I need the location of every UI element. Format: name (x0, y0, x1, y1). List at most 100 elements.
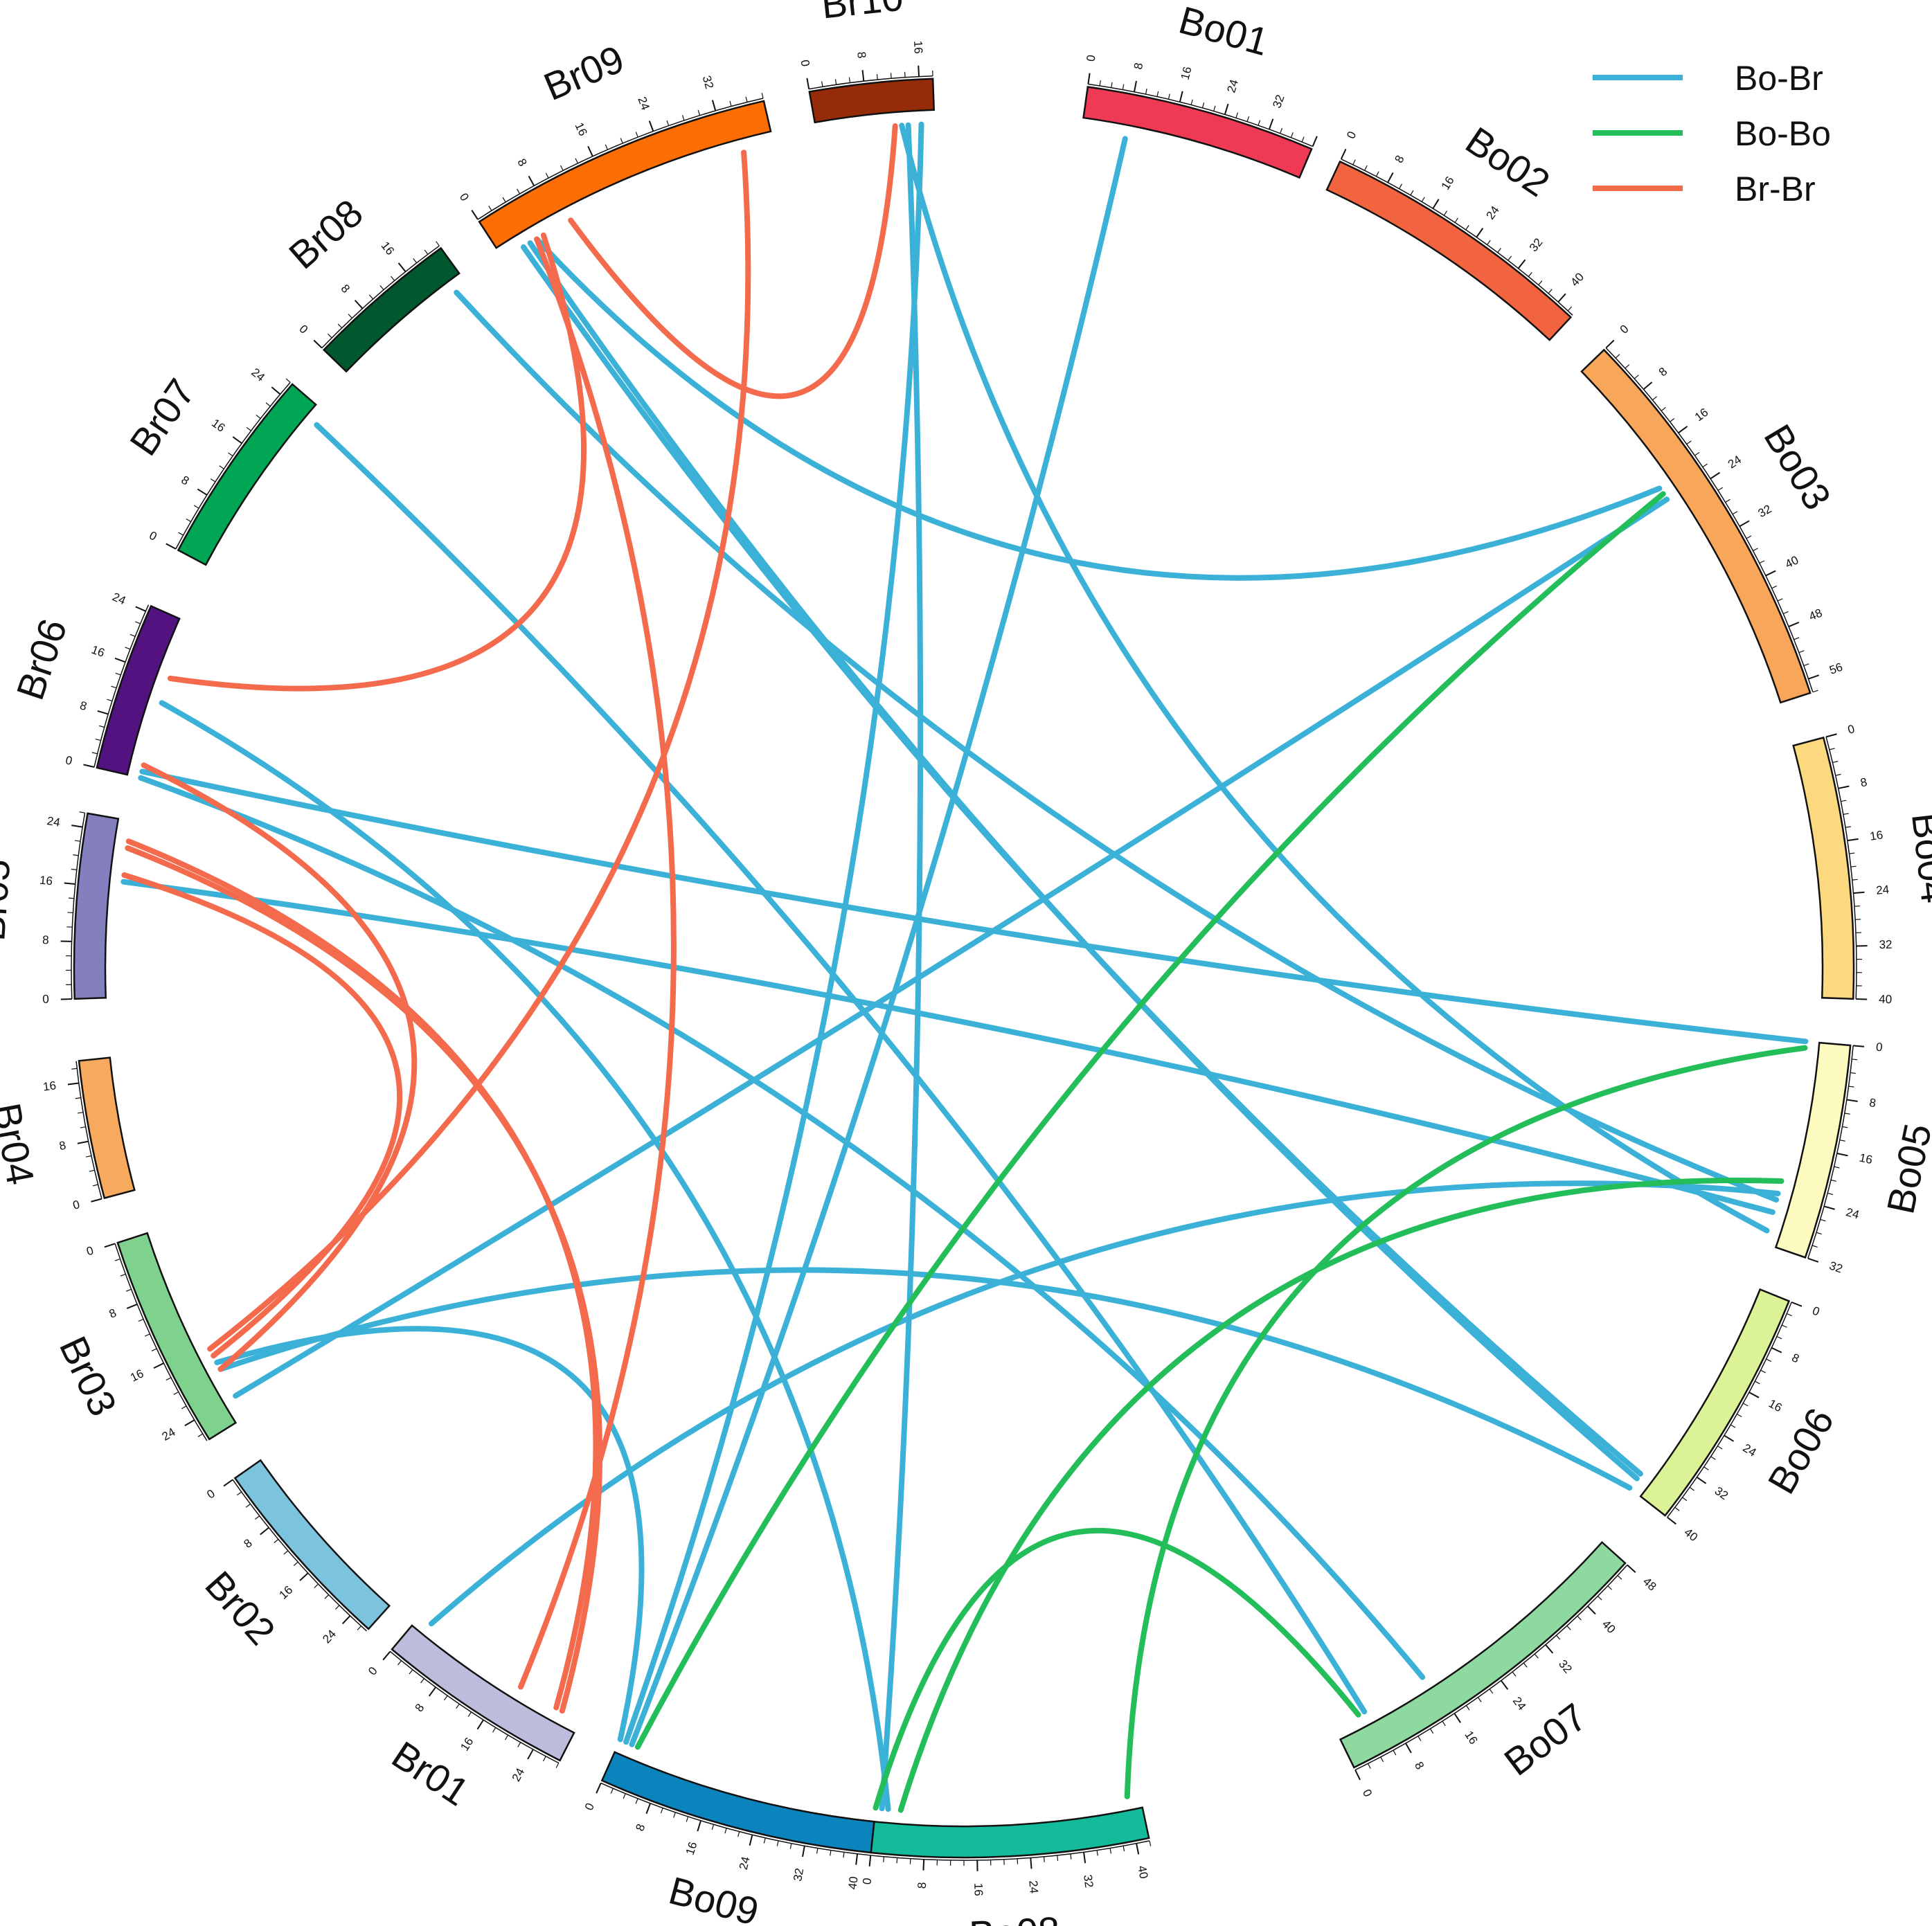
tick-mark (1832, 761, 1839, 764)
tick-mark (1556, 1635, 1561, 1640)
tick-mark (138, 1318, 144, 1322)
tick-mark (517, 188, 521, 195)
chromosome-bo09: 0 8 16 24 32 40 Bo09 (582, 1751, 875, 1926)
tick-label: 8 (1790, 1351, 1802, 1365)
tick-label: 16 (1179, 65, 1195, 81)
tick-label: 16 (276, 1583, 295, 1602)
tick-label: 8 (915, 1882, 929, 1889)
chromosome-axis-br09 (477, 98, 764, 220)
tick-mark (545, 172, 549, 179)
tick-mark (91, 1198, 102, 1203)
tick-mark (729, 100, 732, 107)
tick-label: 24 (320, 1628, 339, 1646)
tick-mark (71, 1068, 78, 1070)
tick-mark (1136, 1843, 1140, 1855)
tick-mark (527, 1749, 534, 1760)
tick-label: 32 (1527, 236, 1546, 255)
tick-mark (1667, 1516, 1676, 1525)
tick-mark (1476, 228, 1484, 238)
chromosome-br08: 0 8 16 Br08 (280, 190, 460, 373)
tick-mark (816, 1848, 819, 1854)
chromosome-band-bo05 (1774, 1041, 1852, 1259)
tick-mark (1841, 800, 1847, 802)
tick-mark (337, 323, 343, 329)
tick-mark (135, 606, 146, 612)
link-bo-br-br01-bo05 (429, 1180, 1781, 1627)
chromosome-bo06: 0 8 16 24 32 40 Bo06 (1639, 1288, 1842, 1544)
tick-mark (834, 79, 837, 85)
tick-mark (1849, 852, 1855, 854)
tick-mark (776, 1840, 779, 1846)
tick-mark (1122, 84, 1125, 90)
tick-mark (855, 1853, 859, 1865)
chromosome-br04: 0 8 16 Br04 (0, 1056, 136, 1212)
tick-mark (341, 1615, 351, 1625)
tick-mark (861, 70, 865, 82)
tick-mark (153, 1362, 164, 1369)
tick-label: 8 (1859, 775, 1868, 790)
tick-mark (357, 1626, 361, 1630)
tick-label: 32 (1556, 1657, 1575, 1676)
tick-mark (1096, 1850, 1098, 1856)
tick-mark (1834, 1166, 1840, 1169)
tick-label: 0 (147, 529, 159, 543)
tick-label: 8 (855, 51, 868, 60)
link-bo-br-br03-bo03 (233, 496, 1670, 1399)
tick-label: 8 (1132, 62, 1145, 71)
tick-mark (166, 543, 177, 550)
tick-label: 24 (1741, 1441, 1759, 1459)
tick-mark (1399, 183, 1403, 189)
tick-mark (1517, 259, 1526, 269)
tick-mark (1856, 998, 1868, 1000)
chromosome-bo02: 0 8 16 24 32 40 Bo02 (1325, 118, 1586, 341)
tick-mark (1246, 116, 1250, 122)
tick-mark (1812, 690, 1818, 693)
tick-mark (1670, 417, 1675, 422)
tick-mark (1746, 535, 1752, 539)
link-bo-br-br06-bo05 (139, 768, 1809, 1045)
tick-mark (1836, 1153, 1848, 1157)
tick-mark (1678, 425, 1688, 434)
chromosome-bo04: 0 8 16 24 32 40 Bo04 (1792, 722, 1932, 1006)
tick-label: 8 (1868, 1096, 1877, 1110)
tick-mark (1838, 785, 1850, 789)
tick-mark (1500, 1680, 1509, 1690)
tick-mark (801, 1846, 805, 1857)
tick-mark (245, 1503, 251, 1508)
tick-mark (1523, 1662, 1528, 1668)
tick-label: 16 (1462, 1729, 1480, 1747)
tick-label: 24 (1875, 883, 1889, 897)
link-bo-br-br03-bo06 (217, 1267, 1633, 1491)
tick-mark (560, 165, 564, 171)
link-bo-br-br10-bo08 (879, 122, 924, 1812)
tick-mark (348, 314, 352, 318)
chromosome-axis-bo04 (1825, 737, 1857, 1000)
chromosome-label-bo04: Bo04 (1904, 810, 1932, 905)
tick-mark (1190, 99, 1193, 105)
tick-mark (1776, 1335, 1782, 1340)
tick-mark (60, 998, 72, 1000)
tick-label: 16 (1766, 1397, 1785, 1415)
tick-mark (749, 1835, 753, 1846)
tick-label: 8 (241, 1536, 254, 1551)
tick-mark (830, 1850, 832, 1856)
tick-mark (255, 1515, 260, 1520)
tick-mark (1759, 560, 1765, 564)
legend-item-bo-bo: Bo-Bo (1593, 114, 1831, 153)
tick-mark (1380, 1756, 1384, 1763)
chromosome-label-br08: Br08 (280, 190, 371, 277)
tick-mark (126, 1304, 138, 1309)
tick-mark (587, 145, 593, 157)
tick-mark (1258, 120, 1261, 126)
tick-mark (135, 621, 141, 624)
tick-mark (1725, 498, 1730, 503)
chromosome-label-bo07: Bo07 (1496, 1695, 1595, 1784)
tick-mark (186, 518, 191, 523)
chromosome-axis-br04 (75, 1061, 102, 1199)
link-bo-bo-bo05-bo08 (897, 1178, 1785, 1813)
tick-mark (1661, 406, 1666, 411)
tick-mark (1534, 1653, 1539, 1659)
chromosome-br06: 0 8 16 24 Br06 (8, 590, 181, 776)
tick-mark (79, 811, 85, 813)
